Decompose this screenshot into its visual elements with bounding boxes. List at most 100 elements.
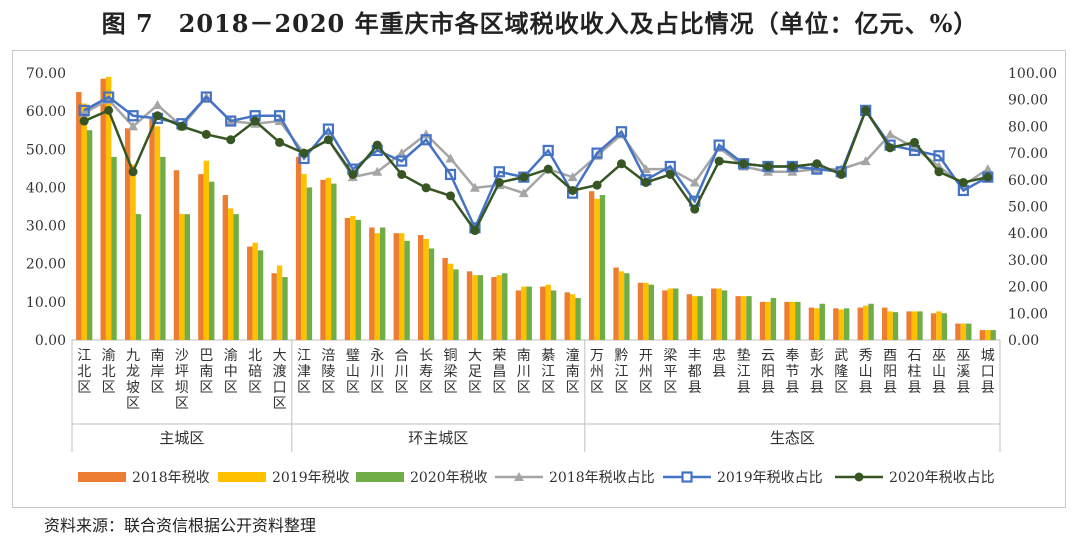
bar-2019: [862, 305, 869, 340]
bar-2020: [599, 195, 606, 340]
bar-2020: [135, 214, 142, 340]
y-right-tick-label: 90.00: [1008, 93, 1048, 109]
bar-2018: [466, 271, 473, 340]
bar-2018: [882, 307, 888, 340]
x-tick-label: 渝中区: [224, 348, 238, 396]
x-tick-label: 秀山县: [859, 348, 873, 396]
x-tick-label: 合川区: [395, 348, 409, 396]
bar-2019: [105, 76, 112, 341]
x-tick-label: 荣昌区: [492, 348, 506, 396]
x-tick-label: 铜梁区: [444, 348, 458, 396]
bar-2018: [564, 292, 570, 340]
bar-2020: [86, 130, 93, 340]
point-2020: [885, 143, 895, 153]
x-tick-label: 彭水县: [810, 348, 824, 396]
group-label: 环主城区: [408, 429, 468, 447]
point-2020: [958, 177, 968, 187]
y-right-tick-label: 10.00: [1008, 306, 1048, 322]
bar-2018: [124, 128, 131, 340]
bar-2020: [453, 269, 459, 340]
point-2020: [226, 135, 236, 145]
point-2020: [299, 148, 309, 158]
bar-2020: [404, 240, 410, 340]
bar-2019: [203, 160, 210, 340]
bar-2019: [276, 265, 283, 340]
bar-2019: [765, 301, 771, 340]
legend-swatch: [218, 472, 266, 482]
point-2018: [860, 156, 871, 166]
bar-2019: [985, 330, 991, 340]
point-2019: [420, 134, 432, 146]
bar-2018: [784, 301, 790, 340]
point-2019: [933, 150, 945, 162]
point-2020: [739, 159, 749, 169]
y-left-tick-label: 30.00: [26, 219, 66, 235]
bar-2019: [667, 288, 674, 340]
bar-2019: [154, 126, 161, 341]
bar-2018: [418, 235, 424, 340]
point-2020: [690, 204, 700, 214]
point-2019: [591, 147, 603, 159]
bar-2020: [770, 298, 777, 340]
bar-2020: [550, 290, 557, 340]
bar-2020: [379, 227, 386, 340]
x-tick-label: 梁平区: [663, 348, 677, 396]
point-2020: [104, 105, 114, 115]
legend-label: 2019年税收: [272, 470, 350, 486]
bar-2020: [355, 219, 361, 340]
y-left-tick-label: 60.00: [26, 104, 66, 120]
point-2019: [200, 91, 212, 103]
bar-2020: [257, 250, 264, 340]
group-label: 生态区: [770, 429, 815, 447]
x-tick-label: 南岸区: [150, 348, 164, 396]
bar-2018: [662, 290, 668, 340]
bar-2018: [906, 311, 912, 340]
bar-2018: [979, 330, 986, 340]
bar-2020: [160, 156, 166, 340]
bar-2018: [271, 273, 277, 340]
bar-2020: [428, 248, 435, 340]
bar-2019: [228, 208, 234, 340]
legend-swatch: [78, 472, 126, 482]
bar-2020: [917, 311, 923, 340]
x-tick-label: 万州区: [590, 348, 604, 396]
y-right-tick-label: 80.00: [1008, 119, 1048, 135]
bar-2020: [331, 183, 337, 340]
x-tick-label: 云阳县: [761, 348, 775, 396]
bar-2019: [692, 296, 698, 340]
bar-2019: [643, 282, 649, 340]
x-tick-label: 渝北区: [102, 348, 116, 396]
x-tick-label: 武隆区: [834, 348, 848, 396]
x-tick-label: 长寿区: [419, 348, 433, 396]
bar-2019: [740, 296, 747, 340]
x-tick-label: 巫山县: [932, 348, 946, 396]
bar-2018: [833, 308, 839, 340]
bar-2018: [100, 78, 106, 340]
x-tick-label: 城口县: [981, 348, 995, 396]
bar-2020: [819, 303, 825, 340]
point-2020: [787, 161, 797, 171]
bar-2018: [588, 191, 595, 340]
point-2020: [836, 169, 846, 179]
bar-2020: [795, 301, 801, 340]
point-2020: [152, 111, 162, 121]
point-2020: [323, 135, 333, 145]
point-2019: [396, 155, 408, 167]
point-2020: [446, 191, 456, 201]
x-tick-label: 沙坪坝区: [175, 348, 189, 412]
bar-2018: [735, 296, 741, 340]
bar-2020: [502, 273, 508, 340]
bar-2020: [306, 187, 313, 340]
point-2020: [201, 129, 211, 139]
bar-2019: [814, 308, 820, 340]
bar-2018: [613, 267, 619, 340]
point-2020: [128, 167, 138, 177]
point-2020: [250, 116, 260, 126]
point-2020: [275, 137, 285, 147]
x-tick-label: 黔江区: [614, 348, 628, 396]
point-2020: [641, 177, 651, 187]
bar-2020: [233, 214, 239, 340]
x-tick-label: 大渡口区: [273, 348, 287, 412]
point-2018: [689, 177, 700, 187]
